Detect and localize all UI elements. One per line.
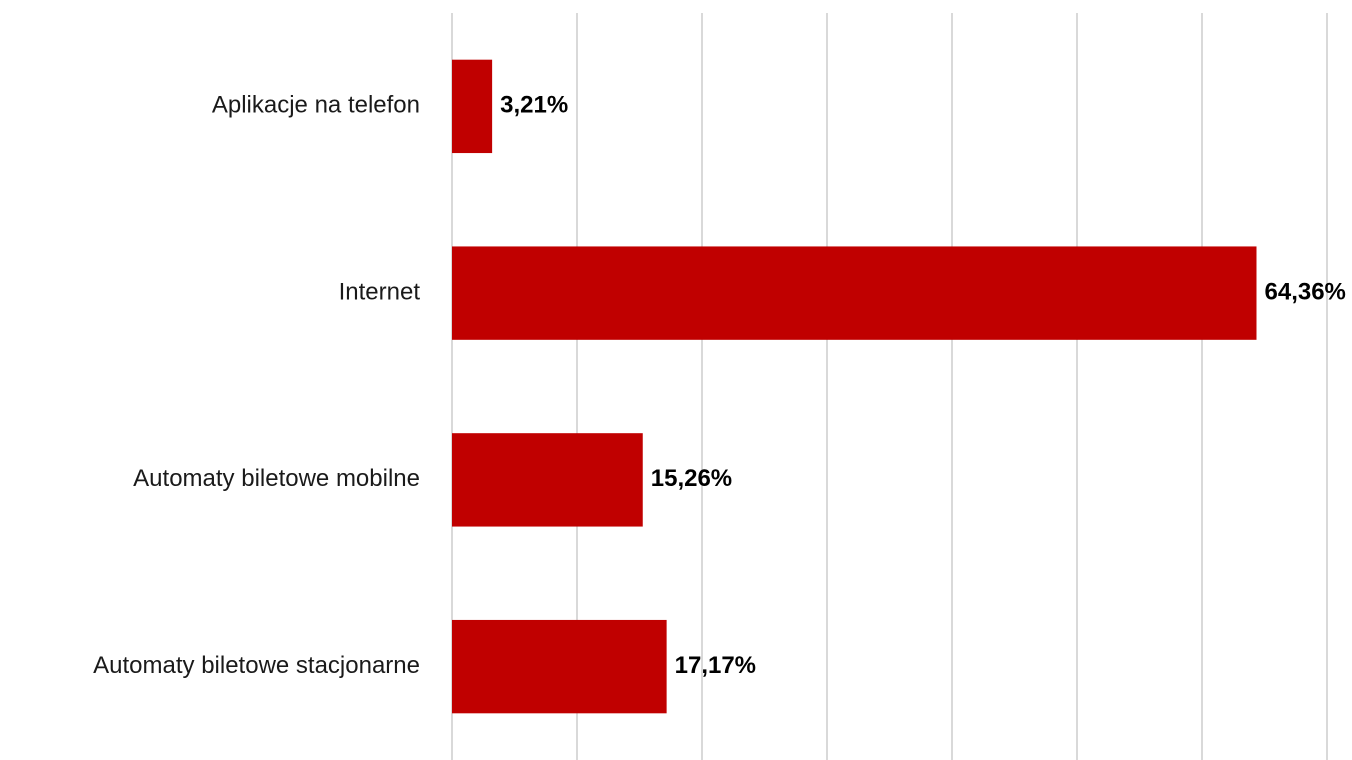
bar bbox=[452, 246, 1257, 340]
value-label: 3,21% bbox=[500, 92, 568, 119]
value-label: 64,36% bbox=[1265, 278, 1346, 305]
bar bbox=[452, 59, 493, 154]
category-label: Internet bbox=[339, 278, 421, 305]
category-label: Aplikacje na telefon bbox=[212, 92, 420, 119]
value-label: 15,26% bbox=[651, 465, 732, 492]
category-label: Automaty biletowe mobilne bbox=[133, 465, 420, 492]
value-label: 17,17% bbox=[675, 652, 756, 679]
bar bbox=[452, 619, 667, 714]
bar bbox=[452, 433, 643, 527]
category-label: Automaty biletowe stacjonarne bbox=[93, 652, 420, 679]
